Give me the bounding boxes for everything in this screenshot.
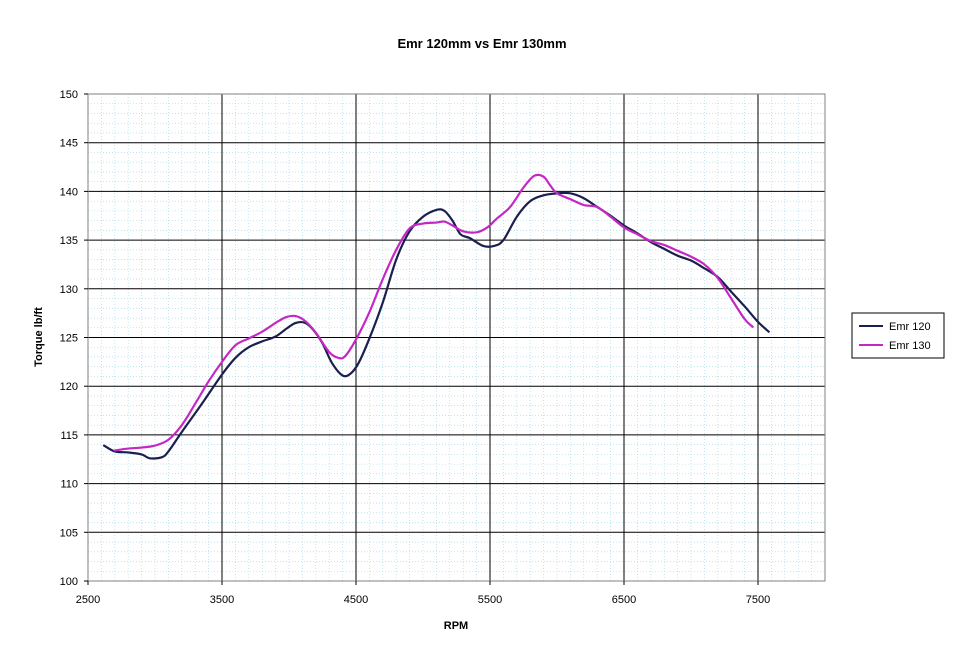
x-tick-label: 4500 [344, 594, 368, 606]
legend-label-emr-120: Emr 120 [889, 321, 931, 333]
y-axis-title: Torque lb/ft [33, 307, 45, 367]
x-tick-label: 3500 [210, 594, 234, 606]
y-tick-label: 105 [60, 527, 78, 539]
series-lines [102, 173, 770, 460]
y-tick-label: 130 [60, 284, 78, 296]
y-tick-label: 140 [60, 186, 78, 198]
y-tick-label: 125 [60, 333, 78, 345]
y-tick-label: 150 [60, 89, 78, 101]
major-gridlines [88, 94, 825, 581]
y-tick-label: 135 [60, 235, 78, 247]
y-tick-label: 145 [60, 138, 78, 150]
legend-box [851, 312, 945, 359]
y-tick-label: 120 [60, 381, 78, 393]
x-axis-ticks: 2500 3500 4500 5500 6500 7500 [76, 581, 770, 606]
y-tick-label: 100 [60, 576, 78, 588]
x-axis-title: RPM [444, 620, 468, 632]
chart-title: Emr 120mm vs Emr 130mm [397, 36, 566, 51]
y-axis-ticks: 100 105 110 115 120 125 130 135 140 145 150 [60, 89, 88, 588]
legend: Emr 120 Emr 130 [851, 312, 945, 359]
legend-label-emr-130: Emr 130 [889, 340, 931, 352]
x-tick-label: 6500 [612, 594, 636, 606]
x-tick-label: 2500 [76, 594, 100, 606]
y-tick-label: 110 [60, 479, 78, 491]
x-tick-label: 5500 [478, 594, 502, 606]
x-tick-label: 7500 [746, 594, 770, 606]
series-line-emr-130 [113, 173, 754, 452]
y-tick-label: 115 [60, 430, 78, 442]
